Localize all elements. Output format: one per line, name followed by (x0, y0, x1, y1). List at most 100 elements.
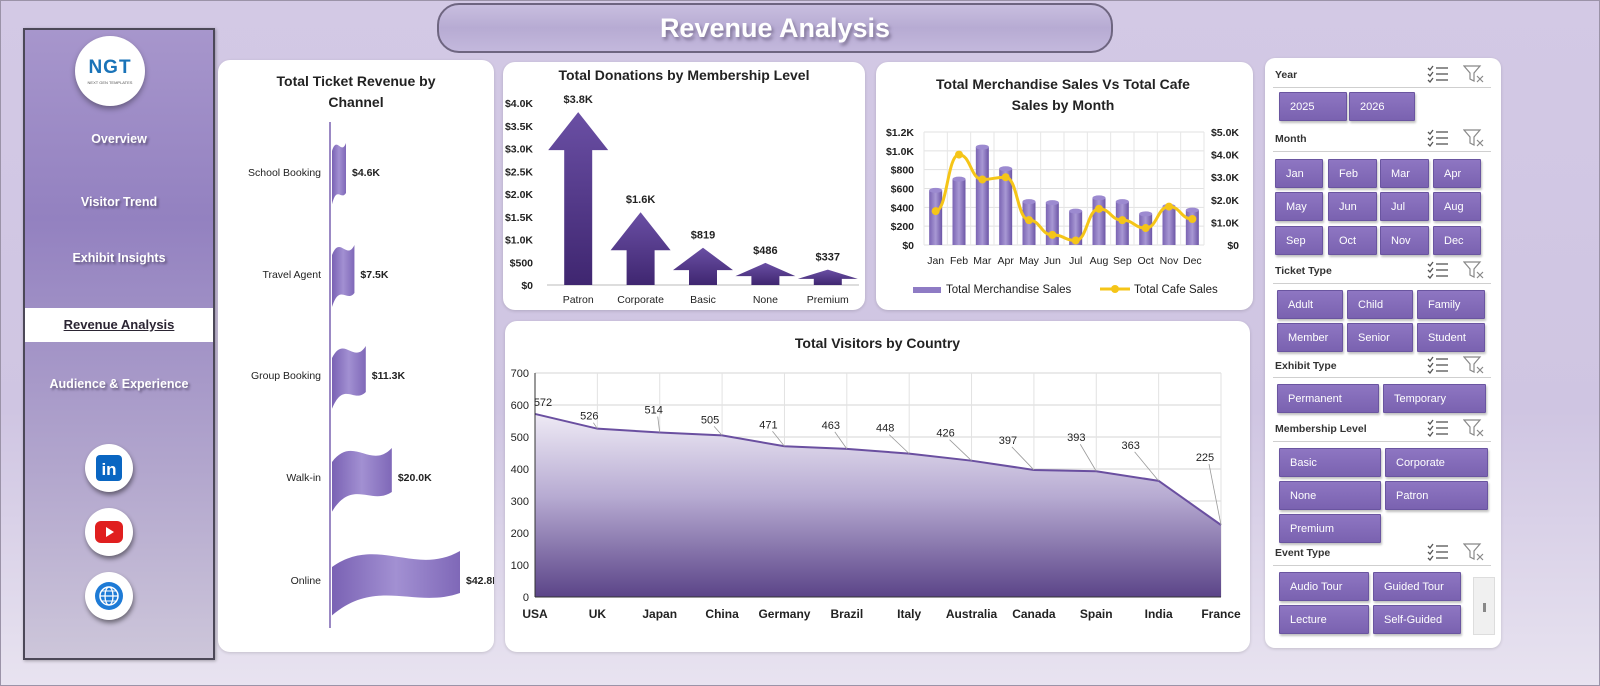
slicer-title: Ticket Type (1275, 265, 1332, 277)
donations-category-label: Basic (690, 294, 716, 306)
cafe-sales-point (1141, 224, 1150, 233)
merch-bar-cap (952, 176, 966, 182)
slicer-button[interactable]: Jun (1328, 192, 1377, 221)
slicer-button[interactable]: 2025 (1279, 92, 1347, 121)
clear-filter-icon[interactable] (1463, 261, 1485, 279)
slicer-button[interactable]: None (1279, 481, 1381, 510)
donations-ytick: $4.0K (505, 98, 533, 110)
visitors-data-label: 448 (876, 423, 894, 435)
visitors-ytick: 0 (523, 592, 529, 604)
merch-category-label: Oct (1137, 255, 1153, 267)
slicer-button[interactable]: 2026 (1349, 92, 1415, 121)
multi-select-icon[interactable] (1427, 65, 1449, 83)
slicer-button[interactable]: Mar (1380, 159, 1429, 188)
nav-overview[interactable]: Overview (91, 132, 147, 146)
multi-select-icon[interactable] (1427, 419, 1449, 437)
merch-bar-cap (1069, 208, 1083, 214)
slicer-button[interactable]: Apr (1433, 159, 1481, 188)
slicer-panel: Year 2025 2026 Month Jan Feb Mar Apr May Jun Jul Au… (1265, 58, 1501, 648)
slicer-button[interactable]: Audio Tour (1279, 572, 1369, 601)
slicer-button[interactable]: Patron (1385, 481, 1488, 510)
ticket-category-label: School Booking (248, 167, 321, 179)
nav-exhibit-insights[interactable]: Exhibit Insights (72, 251, 166, 265)
donations-category-label: Corporate (617, 294, 664, 306)
clear-filter-icon[interactable] (1463, 129, 1485, 147)
slicer-button[interactable]: Temporary (1383, 384, 1486, 413)
slicer-title: Exhibit Type (1275, 360, 1337, 372)
slicer-controls (1427, 129, 1485, 147)
globe-icon[interactable] (85, 572, 133, 620)
donations-category-label: Patron (563, 294, 594, 306)
slicer-button[interactable]: Oct (1328, 226, 1377, 255)
cafe-sales-point (931, 207, 940, 216)
slicer-button[interactable]: Member (1277, 323, 1343, 352)
merch-category-label: Jun (1044, 255, 1061, 267)
slicer-button[interactable]: Dec (1433, 226, 1481, 255)
slicer-button[interactable]: Self-Guided (1373, 605, 1461, 634)
donations-bar (735, 262, 796, 285)
nav-visitor-trend[interactable]: Visitor Trend (80, 195, 158, 209)
slicer-button[interactable]: Permanent (1277, 384, 1379, 413)
slicer-button[interactable]: Feb (1328, 159, 1377, 188)
merch-y2tick: $5.0K (1211, 127, 1239, 139)
slicer-button[interactable]: Family (1417, 290, 1485, 319)
clear-filter-icon[interactable] (1463, 419, 1485, 437)
donations-bar (797, 269, 858, 285)
slicer-button[interactable]: Child (1347, 290, 1413, 319)
slicer-button[interactable]: Jan (1275, 159, 1323, 188)
cafe-sales-point (1025, 216, 1033, 225)
ticket-revenue-chart: School Booking $4.6K Travel Agent $7.5K Grou… (248, 122, 494, 628)
ticket-data-label: $11.3K (372, 370, 406, 382)
multi-select-icon[interactable] (1427, 543, 1449, 561)
slicer-button[interactable]: Aug (1433, 192, 1481, 221)
slicer-controls (1427, 261, 1485, 279)
merch-cafe-card: Total Merchandise Sales Vs Total Cafe Sa… (876, 62, 1253, 310)
visitors-ytick: 600 (511, 400, 529, 412)
clear-filter-icon[interactable] (1463, 356, 1485, 374)
visitors-leader-line (888, 434, 910, 454)
slicer-scrollbar[interactable] (1473, 577, 1495, 635)
linkedin-icon[interactable]: in (85, 444, 133, 492)
merch-y2tick: $0 (1227, 240, 1239, 252)
slicer-button[interactable]: Basic (1279, 448, 1381, 477)
merch-category-label: Sep (1113, 255, 1132, 267)
donations-ytick: $3.5K (505, 121, 533, 133)
merch-bar (975, 147, 989, 245)
ticket-data-label: $20.0K (398, 472, 432, 484)
slicer-button[interactable]: Senior (1347, 323, 1413, 352)
title-banner: Revenue Analysis (437, 3, 1113, 53)
slicer-button[interactable]: Student (1417, 323, 1485, 352)
cafe-sales-point (1048, 230, 1057, 239)
merch-y2tick: $4.0K (1211, 150, 1239, 162)
nav-audience-experience[interactable]: Audience & Experience (49, 377, 189, 391)
slicer-button[interactable]: Guided Tour (1373, 572, 1461, 601)
slicer-button[interactable]: Lecture (1279, 605, 1369, 634)
slicer-button[interactable]: Jul (1380, 192, 1429, 221)
multi-select-icon[interactable] (1427, 356, 1449, 374)
slicer-divider (1273, 565, 1491, 566)
legend-cafe-dot (1111, 285, 1119, 293)
nav-revenue-analysis[interactable]: Revenue Analysis (25, 308, 213, 342)
donations-data-label: $337 (816, 252, 840, 264)
merch-bar-cap (929, 187, 943, 193)
slicer-button[interactable]: Corporate (1385, 448, 1488, 477)
slicer-button[interactable]: Sep (1275, 226, 1323, 255)
slicer-button[interactable]: Nov (1380, 226, 1429, 255)
youtube-icon[interactable] (85, 508, 133, 556)
visitors-data-label: 225 (1196, 452, 1214, 464)
donations-data-label: $819 (691, 230, 715, 242)
merch-bar (999, 168, 1013, 245)
slicer-button[interactable]: Premium (1279, 514, 1381, 543)
legend-cafe-label: Total Cafe Sales (1134, 284, 1218, 296)
multi-select-icon[interactable] (1427, 261, 1449, 279)
merch-bar (1069, 211, 1083, 245)
clear-filter-icon[interactable] (1463, 65, 1485, 83)
merch-bar-cap (1185, 207, 1199, 213)
slicer-button[interactable]: May (1275, 192, 1323, 221)
multi-select-icon[interactable] (1427, 129, 1449, 147)
clear-filter-icon[interactable] (1463, 543, 1485, 561)
visitors-category-label: France (1201, 607, 1241, 621)
donations-category-label: Premium (807, 294, 849, 306)
visitors-ytick: 200 (511, 528, 529, 540)
slicer-button[interactable]: Adult (1277, 290, 1343, 319)
